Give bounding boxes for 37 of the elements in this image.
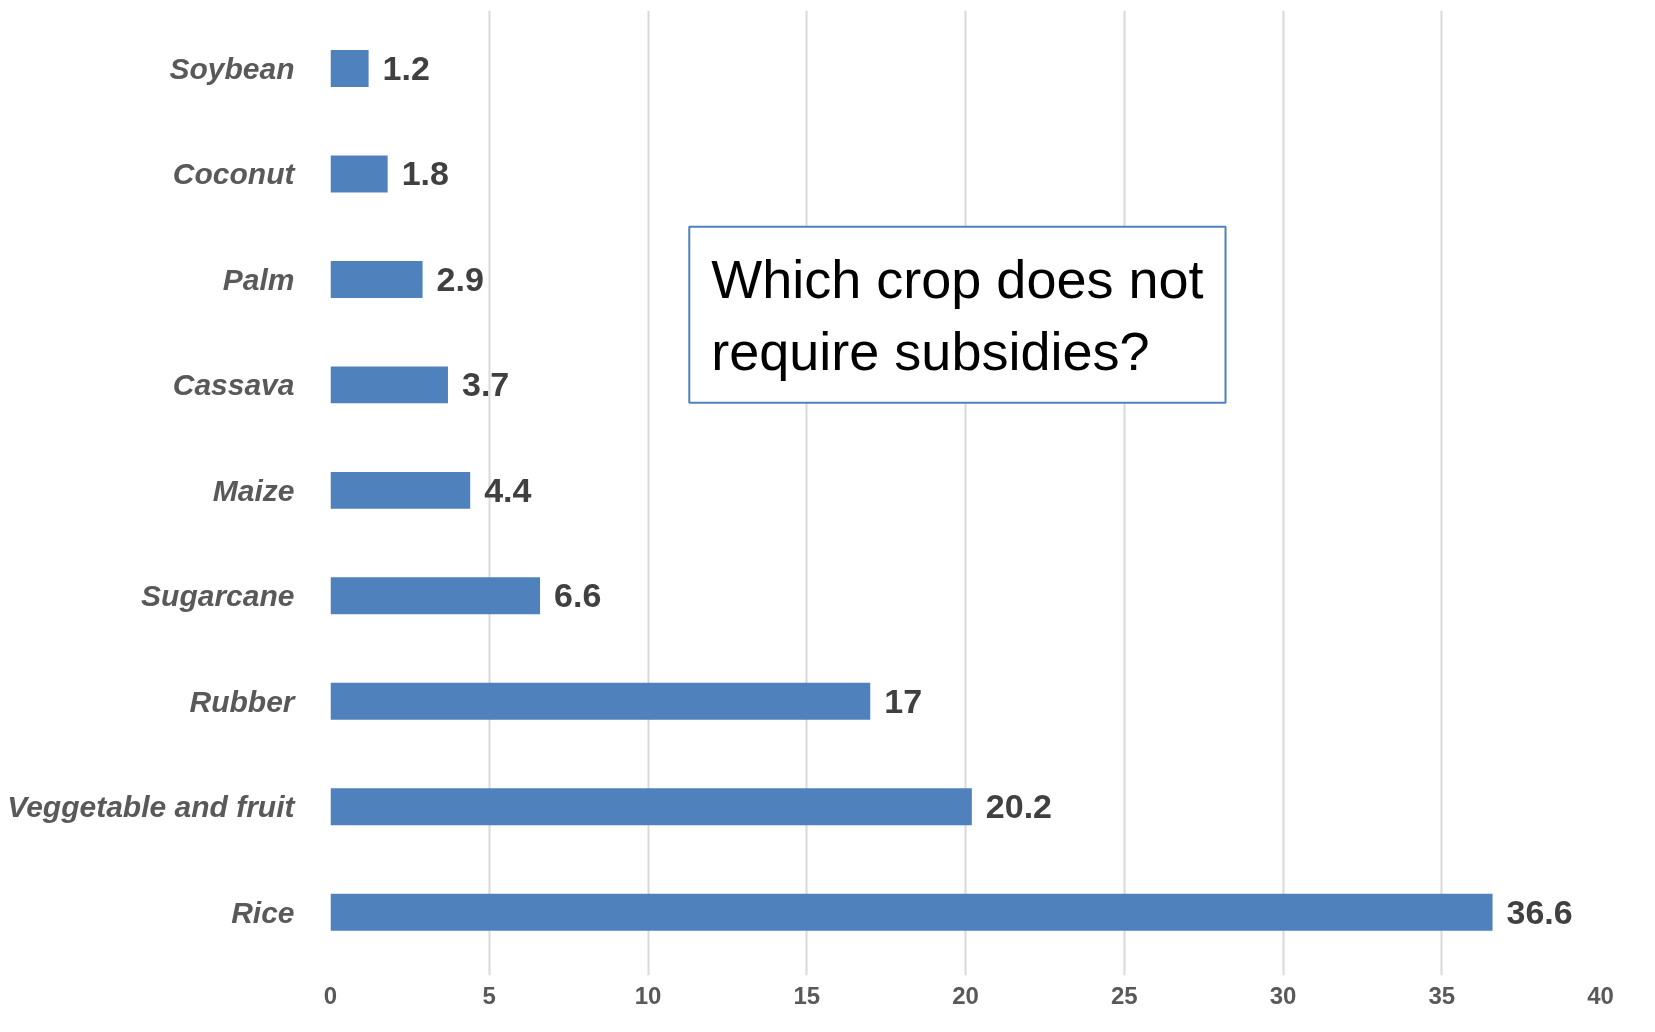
bar [330,155,388,193]
data-label: 36.6 [1506,892,1573,931]
bar [330,893,1493,931]
bar [330,471,471,509]
data-label: 20.2 [985,787,1053,826]
bar [330,260,423,298]
y-tick-label: Coconut [172,157,297,191]
y-tick-label: Veggetable and fruit [7,790,297,824]
y-tick-label: Soybean [169,52,295,86]
x-tick-label: 15 [793,981,821,1009]
data-label: 2.9 [436,259,484,298]
x-tick-label: 5 [482,981,496,1009]
data-label: 1.2 [382,49,430,88]
bar [330,577,541,615]
x-tick-label: 10 [634,981,662,1009]
x-tick-label: 35 [1428,981,1456,1009]
x-tick-label: 20 [952,981,979,1009]
x-tick-label: 40 [1587,981,1614,1009]
data-label: 17 [884,681,923,720]
y-tick-label: Palm [222,262,295,296]
x-tick-label: 25 [1110,981,1138,1009]
bar [330,682,871,720]
y-tick-label: Rubber [189,684,297,718]
bar [330,50,369,87]
annotation: Which crop does not require subsidies? [711,248,1204,381]
bar [330,366,448,404]
y-tick-label: Sugarcane [141,579,295,613]
data-label: 1.8 [401,154,449,193]
y-tick-label: Maize [212,473,295,507]
data-label: 6.6 [554,576,602,615]
x-tick-label: 30 [1269,981,1297,1009]
bar [330,788,972,826]
data-label: 4.4 [484,470,532,509]
y-tick-label: Cassava [172,368,295,402]
data-label: 3.7 [461,365,510,404]
y-tick-label: Rice [231,895,295,929]
x-tick-label: 0 [323,981,338,1009]
